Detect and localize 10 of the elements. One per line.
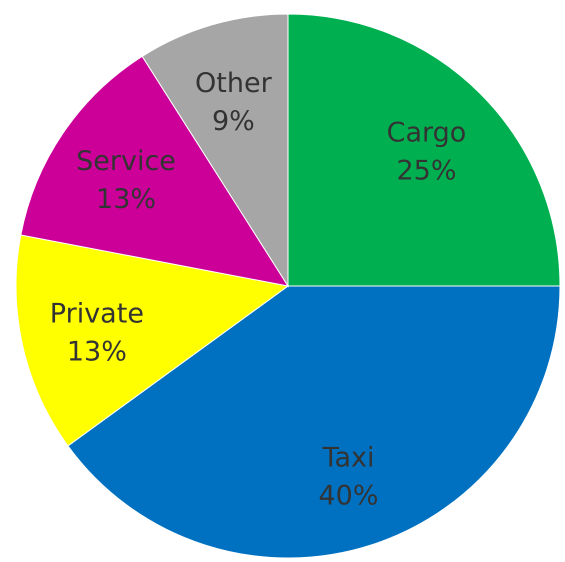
slice-label: Taxi bbox=[321, 442, 375, 474]
slice-label: Other bbox=[195, 68, 273, 99]
data-label: 40% bbox=[318, 480, 379, 512]
data-label: 13% bbox=[66, 336, 127, 368]
data-label: 9% bbox=[212, 106, 255, 137]
data-label: 13% bbox=[96, 184, 156, 215]
slice-label: Cargo bbox=[386, 118, 466, 149]
slice-label: Private bbox=[50, 298, 144, 330]
slice-label: Service bbox=[76, 146, 176, 177]
data-label: 25% bbox=[396, 156, 456, 187]
